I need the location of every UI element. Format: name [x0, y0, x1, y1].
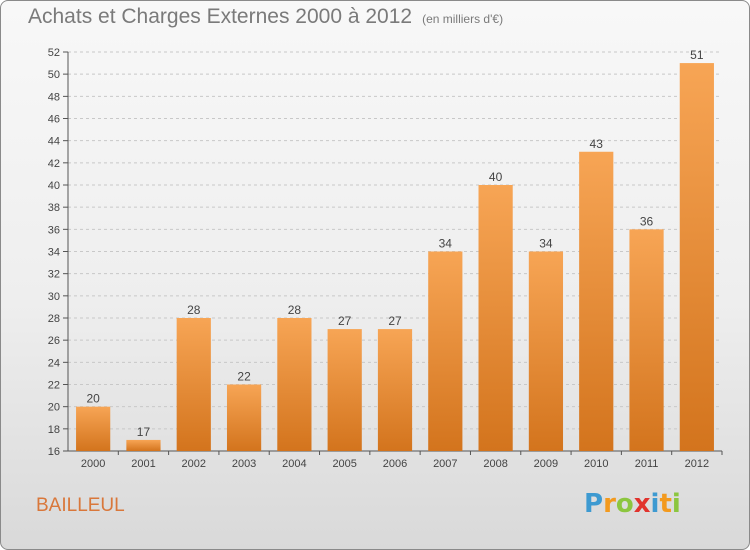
y-tick-label: 38 — [48, 202, 60, 214]
bar — [528, 251, 564, 451]
data-label: 20 — [86, 392, 100, 406]
chart-title-text: Achats et Charges Externes 2000 à 2012 — [28, 5, 413, 28]
y-tick-label: 30 — [48, 291, 60, 303]
bar — [629, 229, 664, 451]
x-tick-label: 2004 — [282, 458, 306, 470]
data-label: 17 — [137, 425, 151, 439]
bar — [377, 329, 413, 451]
logo-letter: r — [603, 489, 616, 519]
x-tick-label: 2000 — [81, 458, 105, 470]
bar — [126, 439, 161, 451]
logo-letter: i — [671, 489, 681, 519]
logo-letter: i — [650, 489, 660, 519]
data-label: 28 — [187, 303, 201, 317]
y-tick-label: 28 — [48, 313, 60, 325]
data-label: 43 — [590, 137, 604, 151]
y-tick-label: 44 — [48, 136, 60, 148]
bar — [428, 251, 463, 451]
data-labels: 20 17 28 22 28 27 27 34 40 34 43 36 51 — [86, 48, 703, 439]
y-tick-label: 20 — [48, 402, 60, 414]
bar — [226, 384, 262, 451]
x-tick-label: 2008 — [483, 458, 507, 470]
logo-letter: o — [615, 489, 634, 519]
x-tick-label: 2002 — [182, 458, 206, 470]
data-label: 34 — [539, 237, 553, 251]
y-tick-label: 46 — [48, 114, 60, 126]
x-tick-label: 2003 — [232, 458, 256, 470]
commune-name: BAILLEUL — [36, 495, 125, 516]
data-label: 27 — [338, 314, 352, 328]
data-label: 27 — [388, 314, 402, 328]
x-tick-label: 2005 — [332, 458, 356, 470]
bar — [176, 318, 211, 451]
bar — [478, 185, 513, 451]
x-tick-label: 2010 — [584, 458, 608, 470]
logo-letter: P — [584, 489, 604, 519]
y-tick-label: 22 — [48, 380, 60, 392]
x-tick-label: 2007 — [433, 458, 457, 470]
y-tick-label: 52 — [48, 47, 60, 59]
y-tick-label: 48 — [48, 91, 60, 103]
chart-title: Achats et Charges Externes 2000 à 2012 (e… — [28, 5, 503, 29]
bar — [277, 318, 312, 451]
data-label: 34 — [439, 237, 453, 251]
x-tick-label: 2006 — [383, 458, 407, 470]
x-tick-label: 2009 — [534, 458, 558, 470]
y-tick-label: 32 — [48, 269, 60, 281]
proxiti-logo[interactable]: Proxiti — [584, 489, 681, 519]
y-tick-label: 36 — [48, 224, 60, 236]
y-tick-label: 24 — [48, 357, 60, 369]
logo-letter: x — [633, 489, 651, 519]
y-tick-label: 16 — [48, 446, 60, 458]
y-tick-label: 18 — [48, 424, 60, 436]
data-label: 36 — [640, 214, 654, 228]
bar — [76, 406, 111, 451]
bar — [679, 63, 714, 451]
bar — [327, 329, 362, 451]
data-label: 40 — [489, 170, 503, 184]
y-tick-label: 34 — [48, 247, 60, 259]
chart-subtitle: (en milliers d'€) — [422, 12, 504, 26]
data-label: 51 — [690, 48, 704, 62]
x-tick-label: 2012 — [685, 458, 709, 470]
y-tick-label: 42 — [48, 158, 60, 170]
x-tick-label: 2011 — [635, 458, 659, 470]
y-tick-label: 26 — [48, 335, 60, 347]
logo-letter: t — [659, 489, 672, 519]
y-tick-label: 40 — [48, 180, 60, 192]
y-tick-label: 50 — [48, 69, 60, 81]
bars — [76, 63, 714, 451]
data-label: 28 — [288, 303, 302, 317]
data-label: 22 — [237, 370, 251, 384]
x-tick-label: 2001 — [131, 458, 155, 470]
bar — [579, 151, 614, 451]
